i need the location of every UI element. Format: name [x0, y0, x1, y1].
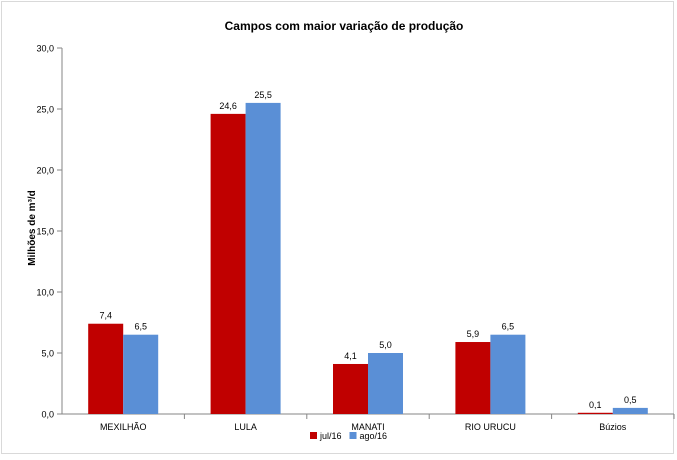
y-tick-label: 10,0 [36, 288, 54, 298]
bar [123, 334, 159, 414]
bar [333, 363, 368, 414]
bar [612, 407, 648, 414]
legend-label: ago/16 [360, 431, 388, 441]
data-label: 7,4 [99, 311, 112, 321]
y-tick-label: 20,0 [36, 166, 54, 176]
bar [490, 334, 526, 414]
y-tick-label: 5,0 [41, 349, 54, 359]
y-tick-label: 30,0 [36, 44, 54, 54]
y-tick-label: 25,0 [36, 105, 54, 115]
plot-area: 0,0 5,0 10,0 15,0 20,0 25,0 30,0 MEXILHÃO 7,4 6,5… [36, 44, 675, 432]
data-label: 5,9 [467, 329, 480, 339]
bar [577, 412, 613, 414]
data-label: 0,5 [624, 395, 637, 405]
x-tick-label: MANATI [351, 422, 384, 432]
data-label: 0,1 [589, 400, 602, 410]
bar [210, 113, 246, 414]
bar [245, 102, 281, 415]
x-tick-label: RIO URUCU [465, 422, 516, 432]
data-label: 5,0 [379, 340, 392, 350]
x-tick-label: LULA [234, 422, 257, 432]
bar-chart: Campos com maior variação de produção Mi… [27, 19, 675, 441]
chart-title: Campos com maior variação de produção [225, 19, 464, 33]
legend-swatch [349, 432, 357, 439]
data-label: 6,5 [134, 322, 147, 332]
data-label: 4,1 [344, 351, 357, 361]
bar [455, 342, 491, 414]
bar [88, 323, 124, 414]
legend-swatch [310, 432, 317, 439]
x-tick-label: Búzios [599, 422, 627, 432]
bar [368, 353, 403, 414]
y-axis-label: Milhões de m³/d [27, 190, 38, 266]
data-label: 6,5 [502, 322, 515, 332]
legend: jul/16 ago/16 [310, 431, 387, 441]
data-label: 24,6 [219, 101, 237, 111]
x-tick-label: MEXILHÃO [100, 422, 147, 432]
legend-label: jul/16 [319, 431, 342, 441]
data-label: 25,5 [254, 90, 272, 100]
y-tick-label: 0,0 [41, 410, 54, 420]
y-tick-label: 15,0 [36, 227, 54, 237]
